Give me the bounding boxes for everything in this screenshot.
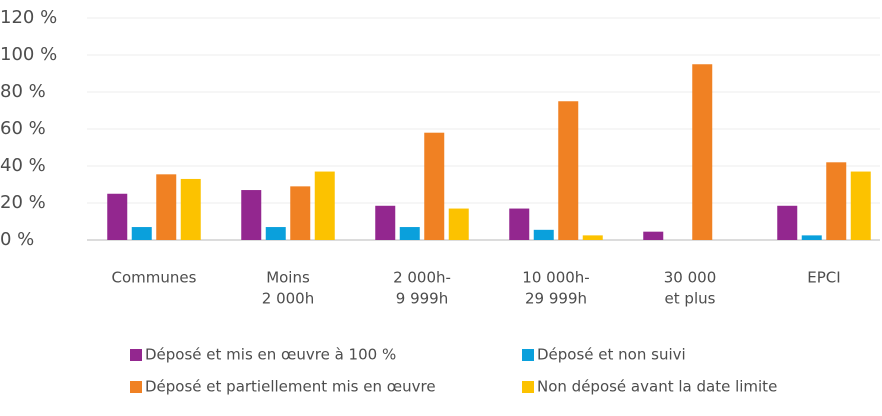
y-tick-label: 40 % bbox=[0, 155, 46, 176]
bar bbox=[131, 227, 152, 240]
x-tick-label: 29 999h bbox=[525, 290, 587, 308]
bar bbox=[265, 227, 286, 240]
bar bbox=[692, 64, 713, 240]
bar bbox=[533, 229, 554, 240]
bar bbox=[448, 208, 469, 240]
bar bbox=[509, 208, 530, 240]
x-tick-label: Communes bbox=[112, 269, 197, 287]
y-tick-label: 0 % bbox=[0, 229, 34, 250]
x-tick-label: 30 000 bbox=[664, 269, 717, 287]
bar bbox=[107, 193, 128, 240]
bar bbox=[801, 235, 822, 240]
bar bbox=[290, 186, 311, 240]
bar bbox=[399, 227, 420, 240]
bar bbox=[156, 174, 177, 240]
legend-label: Déposé et mis en œuvre à 100 % bbox=[145, 346, 396, 364]
x-tick-label: EPCI bbox=[807, 269, 840, 287]
bar bbox=[643, 231, 664, 240]
bar bbox=[180, 178, 201, 240]
x-tick-label: 2 000h bbox=[262, 290, 314, 308]
legend-swatch bbox=[522, 381, 534, 393]
legend-label: Déposé et partiellement mis en œuvre bbox=[145, 378, 436, 396]
bar bbox=[314, 171, 335, 240]
x-tick-label: 2 000h- bbox=[393, 269, 451, 287]
bar bbox=[375, 205, 396, 240]
x-tick-label: et plus bbox=[665, 290, 716, 308]
legend-swatch bbox=[522, 349, 534, 361]
y-tick-label: 80 % bbox=[0, 81, 46, 102]
bar bbox=[850, 171, 871, 240]
y-tick-label: 100 % bbox=[0, 44, 57, 65]
y-tick-label: 20 % bbox=[0, 192, 46, 213]
legend-swatch bbox=[130, 349, 142, 361]
bar bbox=[424, 132, 445, 240]
legend-swatch bbox=[130, 381, 142, 393]
legend-label: Déposé et non suivi bbox=[537, 346, 686, 364]
legend-label: Non déposé avant la date limite bbox=[537, 378, 777, 396]
x-tick-label: 10 000h- bbox=[522, 269, 589, 287]
x-tick-label: 9 999h bbox=[396, 290, 448, 308]
bar bbox=[826, 162, 847, 240]
y-tick-label: 60 % bbox=[0, 118, 46, 139]
bar bbox=[582, 235, 603, 240]
x-tick-label: Moins bbox=[266, 269, 310, 287]
y-tick-label: 120 % bbox=[0, 7, 57, 28]
bar bbox=[241, 190, 262, 240]
bar bbox=[558, 101, 579, 240]
bar bbox=[777, 205, 798, 240]
